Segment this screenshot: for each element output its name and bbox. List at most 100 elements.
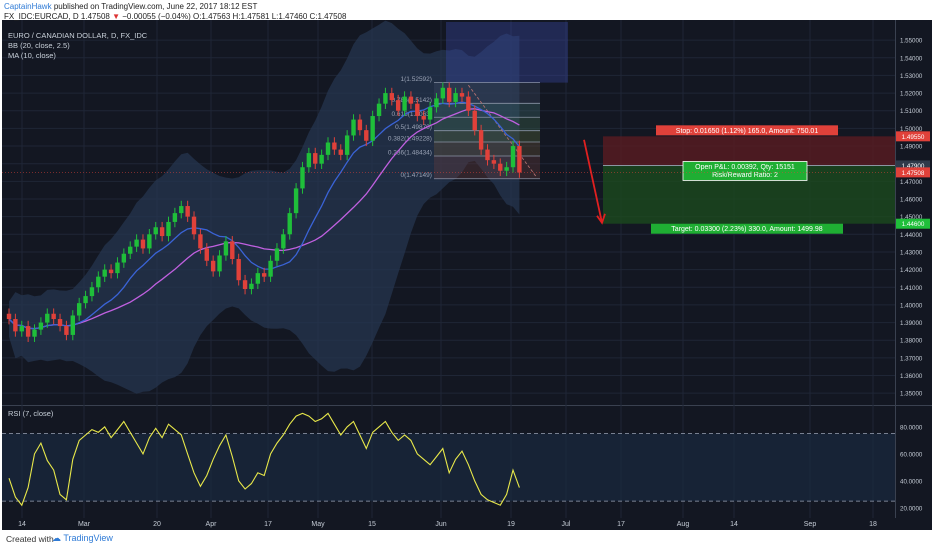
x-tick-label: Aug [677,521,690,528]
y-tick-label: 1.37000 [900,355,923,362]
short-position-tool: Stop: 0.01650 (1.12%) 165.0, Amount: 750… [583,125,895,234]
candle [102,269,107,277]
x-tick-label: May [311,521,325,528]
rsi-y-tick-label: 40.0000 [900,478,923,485]
candle [287,213,292,235]
x-tick-label: 18 [869,521,877,528]
x-tick-label: Apr [206,521,218,528]
stop-label-box [656,125,838,136]
rsi-y-tick-label: 60.0000 [900,451,923,458]
candle [108,269,114,274]
candle [230,241,235,260]
y-tick-label: 1.50000 [900,126,923,133]
created-with-label: Created with [6,534,54,544]
y-tick-label: 1.36000 [900,373,923,380]
candle [159,227,165,237]
candle [357,119,363,131]
candle [51,313,56,320]
target-label-box [651,223,843,234]
candlestick-series [6,82,522,342]
y-tick-label: 1.45000 [900,214,923,221]
candle [313,153,318,164]
fib-level-label: 1(1.52592) [401,76,432,83]
rsi-indicator [2,412,895,507]
x-tick-label: 14 [730,521,738,528]
candle [434,98,439,108]
symbol-label[interactable]: FX_IDC:EURCAD, D [4,12,79,21]
candle [300,167,305,189]
fib-level-label: 0.382(1.49228) [388,136,432,143]
bb-legend[interactable]: BB (20, close, 2.5) [8,41,70,50]
y-tick-label: 1.44000 [900,232,923,239]
candle [179,206,184,214]
candle [223,241,229,256]
price-badge-label: 1.49550 [902,134,925,141]
candle [472,110,477,131]
x-tick-label: Mar [78,521,91,528]
x-tick-label: Sep [804,521,817,528]
candle [421,116,426,120]
candle [140,239,146,249]
ma-legend[interactable]: MA (10, close) [8,51,56,60]
candle [389,93,394,101]
candle [268,260,273,277]
x-tick-label: 17 [617,521,625,528]
price-badge-label: 1.47900 [902,163,925,170]
tradingview-brand: TradingView [63,533,113,543]
candle [332,142,337,150]
candle [440,87,446,99]
rsi-line [8,412,520,507]
bollinger-band-fill [9,20,520,394]
change-down-icon: ▼ [112,12,120,21]
candle [325,142,331,155]
tradingview-logo[interactable]: ☁ TradingView [52,533,113,544]
down-arrow-head [596,213,606,225]
author-link[interactable]: CaptainHawk [4,2,52,11]
candle [128,246,133,254]
candle [89,287,95,297]
candle [517,146,522,173]
bollinger-bands [9,20,520,394]
fib-level-label: 0(1.47149) [401,172,432,179]
candle [485,149,490,161]
y-tick-label: 1.46000 [900,196,923,203]
candle [293,188,299,214]
bollinger-basis-line [8,108,520,330]
x-tick-label: 19 [507,521,515,528]
y-tick-label: 1.55000 [900,38,923,45]
open-pl-label: Open P&L: 0.00392, Qty: 15151 [695,164,795,171]
candle [217,255,222,272]
rsi-y-tick-label: 20.0000 [900,505,923,512]
candle [415,103,420,117]
candle [198,234,203,249]
candle [236,259,241,281]
candle [319,154,324,164]
change-value: −0.00055 (−0.04%) [122,12,191,21]
candle [402,96,407,111]
candle [364,130,369,141]
candle [32,329,37,337]
candle [204,248,209,261]
candle [6,313,12,320]
rsi-band-fill [2,433,895,502]
candle [134,239,139,247]
stop-label: Stop: 0.01650 (1.12%) 165.0, Amount: 750… [676,128,819,135]
candle [191,216,197,235]
candle [395,100,401,111]
x-tick-label: 14 [18,521,26,528]
candle [255,273,261,284]
candle [338,149,343,155]
candle [153,227,158,235]
x-tick-label: 15 [368,521,376,528]
rsi-legend[interactable]: RSI (7, close) [8,409,54,418]
y-tick-label: 1.39000 [900,320,923,327]
price-badge-label: 1.44600 [902,221,925,228]
candle [453,93,458,102]
cloud-icon: ☁ [52,533,61,543]
candle [121,253,127,263]
candle [498,163,503,171]
candle [70,315,75,335]
candle [210,260,216,272]
price-badge [896,167,930,178]
